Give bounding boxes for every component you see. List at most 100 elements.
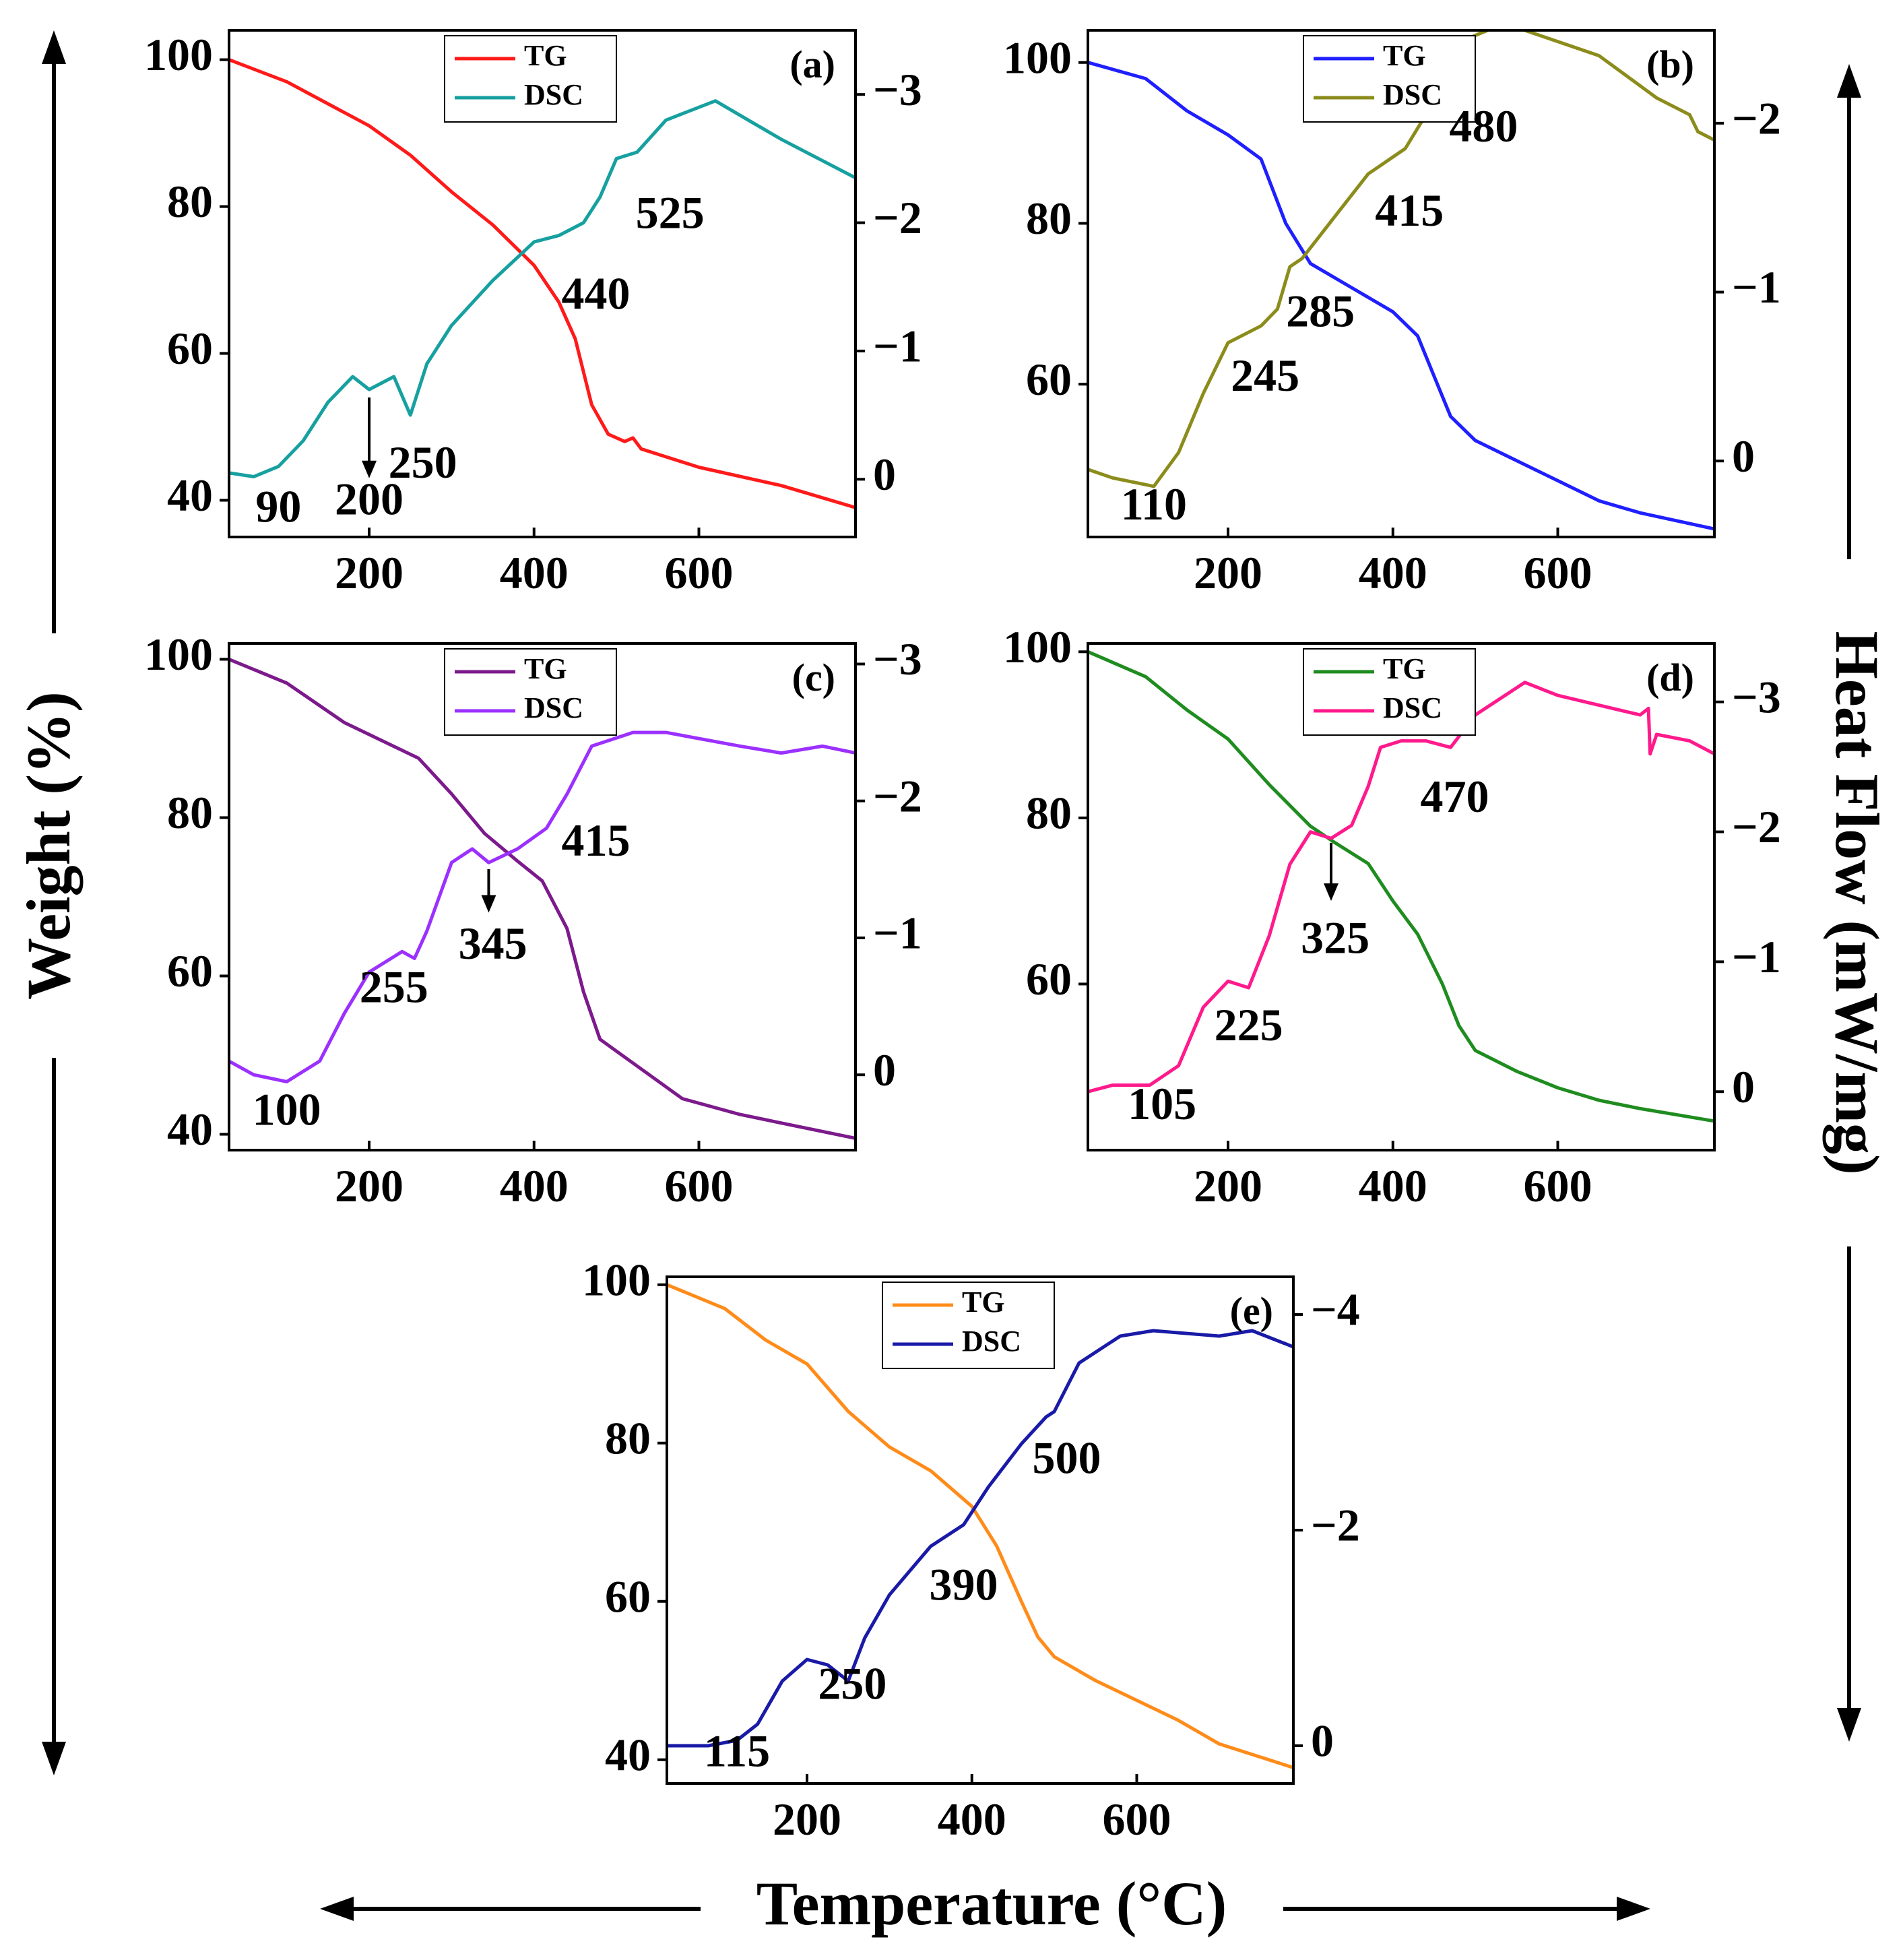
plot-frame bbox=[1087, 29, 1716, 538]
peak-annotation: 105 bbox=[1128, 1078, 1196, 1129]
heat-arrow-up-icon bbox=[1837, 64, 1861, 98]
panel-4: 200 400 600 40 60 80 100 0 −2 −4 (e) TG DSC 115 250 390… bbox=[582, 1254, 1360, 1845]
x-tick-label: 600 bbox=[665, 547, 734, 598]
legend-label: TG bbox=[524, 652, 567, 685]
plot-frame bbox=[228, 29, 857, 538]
series-line-dsc bbox=[229, 730, 856, 1083]
legend-label: TG bbox=[1383, 652, 1426, 685]
y-tick-label: 80 bbox=[605, 1412, 651, 1463]
x-tick-label: 400 bbox=[938, 1794, 1006, 1845]
y-tick-label: 60 bbox=[1026, 953, 1072, 1005]
peak-annotation: 285 bbox=[1286, 285, 1355, 336]
y-tick-label: 100 bbox=[582, 1254, 651, 1305]
y2-tick-label: −1 bbox=[1732, 931, 1781, 982]
y-tick-label: 80 bbox=[1026, 193, 1072, 244]
peak-annotation: 200 bbox=[335, 474, 404, 525]
x-tick-label: 600 bbox=[665, 1160, 734, 1211]
peak-annotation: 470 bbox=[1421, 771, 1489, 822]
y2-tick-label: −2 bbox=[873, 770, 922, 821]
peak-annotation: 250 bbox=[818, 1658, 886, 1709]
y-tick-label: 60 bbox=[605, 1571, 651, 1622]
weight-axis-label-group: Weight (%) bbox=[14, 30, 83, 1775]
temperature-axis-label: Temperature (°C) bbox=[756, 1869, 1227, 1938]
series-line-tg bbox=[229, 58, 856, 509]
peak-annotation: 440 bbox=[562, 267, 631, 319]
y2-tick-label: 0 bbox=[873, 449, 896, 500]
peak-annotation: 245 bbox=[1231, 350, 1299, 401]
weight-arrow-down-icon bbox=[42, 1742, 66, 1775]
down-arrow-icon bbox=[362, 460, 377, 478]
peak-annotation: 250 bbox=[389, 437, 457, 488]
legend-box bbox=[444, 35, 617, 123]
y-tick-label: 60 bbox=[167, 945, 213, 997]
plot-frame bbox=[228, 642, 857, 1151]
legend-label: DSC bbox=[962, 1325, 1021, 1358]
y-tick-label: 100 bbox=[144, 629, 213, 680]
y-tick-label: 80 bbox=[167, 787, 213, 838]
x-tick-label: 200 bbox=[773, 1794, 841, 1845]
x-tick-label: 400 bbox=[500, 1160, 569, 1211]
legend-label: DSC bbox=[524, 691, 583, 724]
x-tick-label: 600 bbox=[1524, 1160, 1592, 1211]
x-tick-label: 200 bbox=[335, 1160, 404, 1211]
x-tick-label: 600 bbox=[1103, 1794, 1171, 1845]
y2-tick-label: 0 bbox=[1732, 1061, 1755, 1112]
peak-annotation: 115 bbox=[704, 1725, 770, 1776]
panel-1: 200 400 600 60 80 100 0 −1 −2 (b) TG DSC 110 245 285 41… bbox=[1003, 29, 1781, 598]
peak-annotation: 525 bbox=[636, 187, 705, 239]
legend-label: TG bbox=[1383, 39, 1426, 72]
peak-annotation: 90 bbox=[255, 480, 301, 532]
down-arrow-icon bbox=[481, 895, 496, 913]
legend-label: DSC bbox=[1383, 691, 1442, 724]
peak-annotation: 110 bbox=[1121, 478, 1187, 530]
y2-tick-label: −1 bbox=[1732, 261, 1781, 313]
y2-tick-label: −2 bbox=[1732, 92, 1781, 144]
y2-tick-label: −1 bbox=[873, 321, 922, 372]
peak-annotation: 500 bbox=[1032, 1432, 1101, 1484]
temp-arrow-left-icon bbox=[320, 1897, 354, 1921]
legend-box bbox=[1303, 35, 1476, 123]
peak-annotation: 325 bbox=[1301, 912, 1369, 963]
y-tick-label: 100 bbox=[144, 29, 213, 80]
x-tick-label: 200 bbox=[1194, 547, 1262, 598]
heat-flow-axis-label: Heat Flow (mW/mg) bbox=[1823, 631, 1892, 1174]
y2-tick-label: −3 bbox=[873, 64, 922, 115]
panel-tag: (b) bbox=[1646, 42, 1694, 86]
series-line-dsc bbox=[1088, 681, 1714, 1094]
y-tick-label: 60 bbox=[167, 323, 213, 374]
peak-annotation: 480 bbox=[1449, 100, 1518, 152]
x-tick-label: 400 bbox=[500, 547, 569, 598]
peak-annotation: 345 bbox=[459, 918, 527, 969]
y2-tick-label: 0 bbox=[873, 1044, 896, 1096]
x-tick-label: 400 bbox=[1359, 547, 1427, 598]
legend-label: DSC bbox=[1383, 78, 1442, 111]
temp-arrow-right-icon bbox=[1617, 1897, 1650, 1921]
heat-flow-axis-label-group: Heat Flow (mW/mg) bbox=[1823, 64, 1892, 1742]
series-line-tg bbox=[1088, 61, 1714, 531]
legend-label: TG bbox=[524, 39, 567, 72]
y-tick-label: 100 bbox=[1003, 32, 1072, 83]
series-line-tg bbox=[229, 658, 856, 1140]
panel-tag: (a) bbox=[789, 42, 835, 86]
x-tick-label: 200 bbox=[335, 547, 404, 598]
legend-box bbox=[882, 1282, 1055, 1369]
y2-tick-label: −2 bbox=[873, 192, 922, 243]
peak-annotation: 100 bbox=[253, 1084, 321, 1135]
series-line-tg bbox=[667, 1283, 1293, 1769]
down-arrow-icon bbox=[1323, 883, 1338, 902]
heat-arrow-down-icon bbox=[1837, 1708, 1861, 1742]
series-line-tg bbox=[1088, 650, 1714, 1123]
y-tick-label: 40 bbox=[605, 1729, 651, 1780]
peak-annotation: 225 bbox=[1215, 999, 1283, 1050]
weight-arrow-up-icon bbox=[42, 30, 66, 64]
legend-box bbox=[1303, 648, 1476, 736]
y-tick-label: 40 bbox=[167, 470, 213, 521]
panel-2: 200 400 600 40 60 80 100 0 −1 −2 −3 (c) TG DSC 100 255 3… bbox=[144, 629, 922, 1211]
legend-label: TG bbox=[962, 1286, 1005, 1319]
y2-tick-label: −1 bbox=[873, 908, 922, 959]
y-tick-label: 80 bbox=[167, 176, 213, 227]
x-tick-label: 200 bbox=[1194, 1160, 1262, 1211]
legend-box bbox=[444, 648, 617, 736]
